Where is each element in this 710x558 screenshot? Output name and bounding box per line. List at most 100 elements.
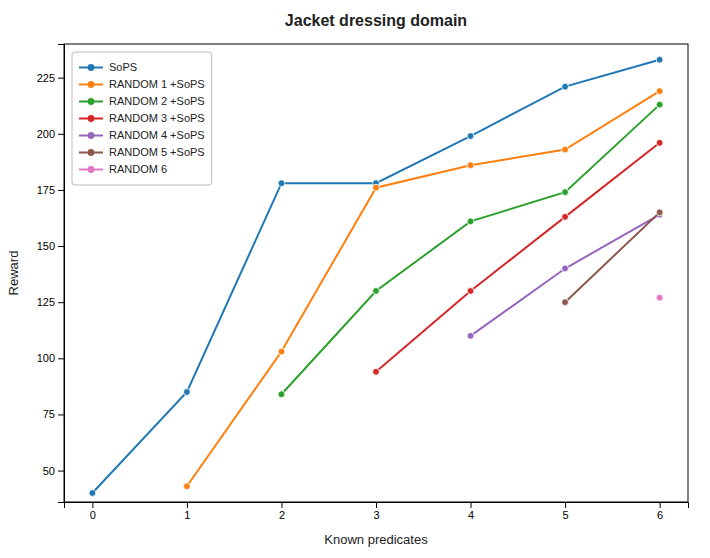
data-point — [562, 299, 569, 306]
plot-area: 0 1 2 3 4 5 6 50 75 100 125 150 175 200 225 SoPS RANDOM … — [37, 44, 689, 521]
legend-item: RANDOM 2 +SoPS — [79, 95, 205, 107]
x-tick-label: 0 — [90, 509, 96, 521]
y-tick-mark — [58, 246, 64, 247]
series — [656, 294, 663, 301]
data-point — [656, 101, 663, 108]
series — [89, 56, 663, 496]
data-point — [562, 189, 569, 196]
legend-item: RANDOM 1 +SoPS — [79, 78, 205, 90]
y-tick-mark — [58, 190, 64, 191]
data-point — [656, 139, 663, 146]
legend-item: RANDOM 4 +SoPS — [79, 129, 205, 141]
y-tick-label: 50 — [43, 465, 55, 477]
legend-marker — [88, 166, 95, 173]
data-point — [656, 294, 663, 301]
series — [373, 139, 663, 375]
series-line — [565, 212, 660, 302]
data-point — [467, 133, 474, 140]
data-point — [562, 146, 569, 153]
data-point — [89, 490, 96, 497]
series — [184, 88, 663, 490]
legend-marker — [88, 81, 95, 88]
marks — [89, 56, 663, 496]
series-line — [376, 143, 660, 372]
y-axis: 50 75 100 125 150 175 200 225 — [37, 45, 65, 503]
series — [278, 101, 663, 397]
data-point — [467, 332, 474, 339]
data-point — [656, 209, 663, 216]
data-point — [562, 265, 569, 272]
x-tick-label: 3 — [373, 509, 379, 521]
y-tick-mark — [58, 414, 64, 415]
legend-item: RANDOM 5 +SoPS — [79, 146, 205, 158]
x-tick-label: 4 — [468, 509, 474, 521]
series — [467, 211, 663, 339]
data-point — [656, 88, 663, 95]
data-point — [562, 213, 569, 220]
legend-item: SoPS — [79, 61, 137, 73]
x-tick-mark — [187, 502, 188, 508]
legend: SoPS RANDOM 1 +SoPS RANDOM 2 +SoPS RANDOM 3… — [72, 52, 212, 185]
data-point — [467, 218, 474, 225]
x-axis: 0 1 2 3 4 5 6 — [65, 502, 689, 521]
y-tick-label: 200 — [37, 128, 55, 140]
y-tick-mark — [58, 471, 64, 472]
series-line — [281, 105, 659, 395]
y-tick: 150 — [37, 240, 64, 252]
legend-item: RANDOM 3 +SoPS — [79, 112, 205, 124]
y-tick-label: 150 — [37, 240, 55, 252]
y-tick-mark — [58, 78, 64, 79]
y-tick: 200 — [37, 128, 64, 140]
legend-label: RANDOM 3 +SoPS — [109, 112, 205, 124]
x-tick: 2 — [279, 502, 285, 521]
data-point — [184, 483, 191, 490]
y-tick: 175 — [37, 184, 64, 196]
legend-label: RANDOM 1 +SoPS — [109, 78, 205, 90]
x-tick: 6 — [657, 502, 663, 521]
data-point — [656, 56, 663, 63]
y-tick: 100 — [37, 352, 64, 364]
x-tick-mark — [376, 502, 377, 508]
y-tick: 125 — [37, 296, 64, 308]
data-point — [467, 162, 474, 169]
y-tick-label: 125 — [37, 296, 55, 308]
data-point — [278, 348, 285, 355]
data-point — [278, 391, 285, 398]
y-axis-title: Reward — [6, 251, 21, 296]
legend-marker — [88, 115, 95, 122]
x-tick-label: 5 — [563, 509, 569, 521]
x-tick: 1 — [184, 502, 190, 521]
y-tick-label: 225 — [37, 72, 55, 84]
legend-marker — [88, 64, 95, 71]
y-tick-mark — [58, 302, 64, 303]
x-tick: 5 — [563, 502, 569, 521]
series-line — [187, 91, 660, 486]
x-tick: 4 — [468, 502, 474, 521]
x-tick-mark — [660, 502, 661, 508]
data-point — [467, 288, 474, 295]
legend-label: RANDOM 2 +SoPS — [109, 95, 205, 107]
series-line — [471, 215, 660, 336]
y-tick-label: 175 — [37, 184, 55, 196]
x-tick-label: 6 — [657, 509, 663, 521]
x-tick-label: 1 — [184, 509, 190, 521]
y-tick-mark — [58, 358, 64, 359]
legend-label: SoPS — [109, 61, 137, 73]
legend-label: RANDOM 4 +SoPS — [109, 129, 205, 141]
y-tick: 75 — [43, 408, 64, 420]
y-tick: 50 — [43, 465, 64, 477]
data-point — [373, 184, 380, 191]
chart-root: 0 1 2 3 4 5 6 50 75 100 125 150 175 200 225 SoPS RANDOM … — [0, 0, 710, 558]
series — [562, 209, 663, 306]
y-tick-mark — [58, 134, 64, 135]
chart-title: Jacket dressing domain — [285, 12, 467, 29]
x-tick-mark — [565, 502, 566, 508]
legend-marker — [88, 149, 95, 156]
data-point — [184, 389, 191, 396]
data-point — [278, 180, 285, 187]
y-tick-label: 100 — [37, 352, 55, 364]
legend-item: RANDOM 6 — [79, 163, 167, 175]
legend-label: RANDOM 5 +SoPS — [109, 146, 205, 158]
x-tick-mark — [281, 502, 282, 508]
y-tick-label: 75 — [43, 408, 55, 420]
